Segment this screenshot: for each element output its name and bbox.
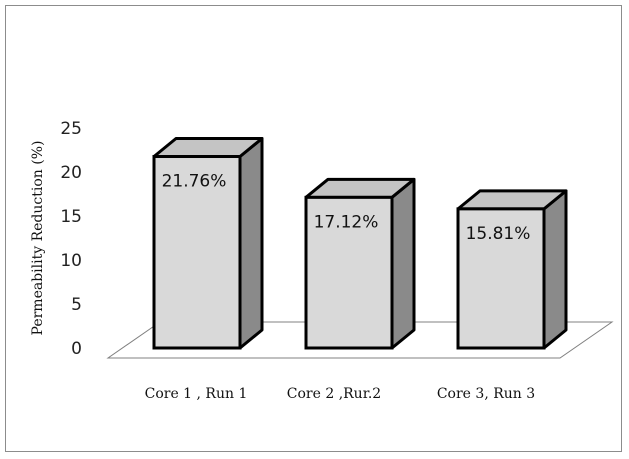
- y-tick-label: 20: [60, 163, 82, 183]
- y-tick-label: 10: [60, 251, 82, 271]
- data-label: 17.12%: [314, 212, 379, 232]
- y-tick-label: 25: [60, 119, 82, 139]
- y-axis-label: Permeability Reduction (%): [30, 141, 46, 336]
- category-label: Core 3, Run 3: [437, 386, 535, 402]
- bar-front-face: [456, 207, 546, 350]
- bar-side-face: [542, 189, 568, 350]
- bar: [456, 189, 568, 350]
- y-tick-label: 0: [71, 339, 82, 359]
- bar-front-face: [152, 155, 242, 350]
- y-tick-label: 15: [60, 207, 82, 227]
- y-tick-label: 5: [71, 295, 82, 315]
- bar: [152, 137, 264, 350]
- data-label: 21.76%: [162, 172, 227, 192]
- category-label: Core 2 ,Rur.2: [287, 386, 381, 402]
- bar-side-face: [390, 177, 416, 350]
- bar: [304, 177, 416, 350]
- bar-side-face: [238, 137, 264, 350]
- data-label: 15.81%: [466, 224, 531, 244]
- category-label: Core 1 , Run 1: [145, 386, 248, 402]
- chart-floor: [106, 321, 614, 359]
- bar-front-face: [304, 195, 394, 350]
